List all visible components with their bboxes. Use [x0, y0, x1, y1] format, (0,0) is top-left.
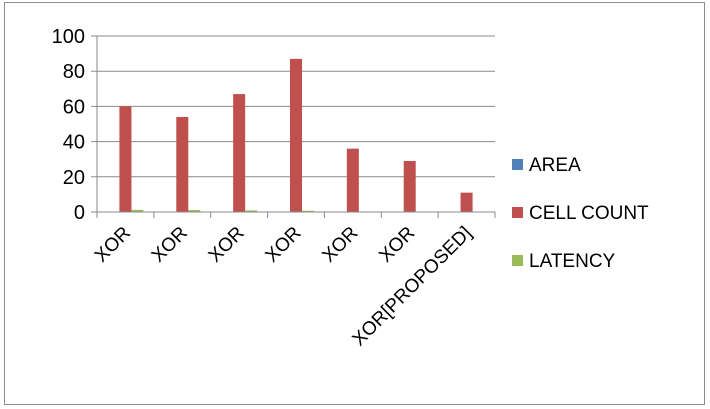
legend-label: AREA	[529, 155, 581, 176]
bar-cell-count	[460, 192, 473, 212]
legend-label: LATENCY	[529, 251, 616, 272]
bar-latency	[131, 209, 144, 212]
x-category-label: XOR	[205, 223, 249, 267]
y-tick-label: 0	[74, 202, 85, 224]
y-tick-label: 60	[63, 96, 85, 118]
x-category-label: XOR	[91, 223, 135, 267]
x-category-label: XOR	[148, 223, 192, 267]
bar-latency	[188, 210, 201, 212]
bar-cell-count	[233, 94, 246, 212]
bar-cell-count	[119, 106, 132, 212]
bar-cell-count	[176, 116, 189, 212]
y-tick-label: 20	[63, 167, 85, 189]
y-tick-label: 80	[63, 61, 85, 83]
x-category-label: XOR	[262, 223, 306, 267]
y-tick-label: 100	[52, 26, 85, 48]
x-category-label: XOR	[375, 223, 419, 267]
legend-label: CELL COUNT	[529, 203, 649, 224]
legend-swatch	[512, 255, 523, 266]
bar-cell-count	[403, 160, 416, 212]
legend-swatch	[512, 159, 523, 170]
bar-cell-count	[346, 148, 359, 212]
legend-swatch	[512, 207, 523, 218]
bar-latency	[245, 210, 258, 212]
x-category-label: XOR	[318, 223, 362, 267]
y-tick-label: 40	[63, 132, 85, 154]
bar-latency	[302, 210, 314, 212]
bar-cell-count	[290, 58, 302, 212]
